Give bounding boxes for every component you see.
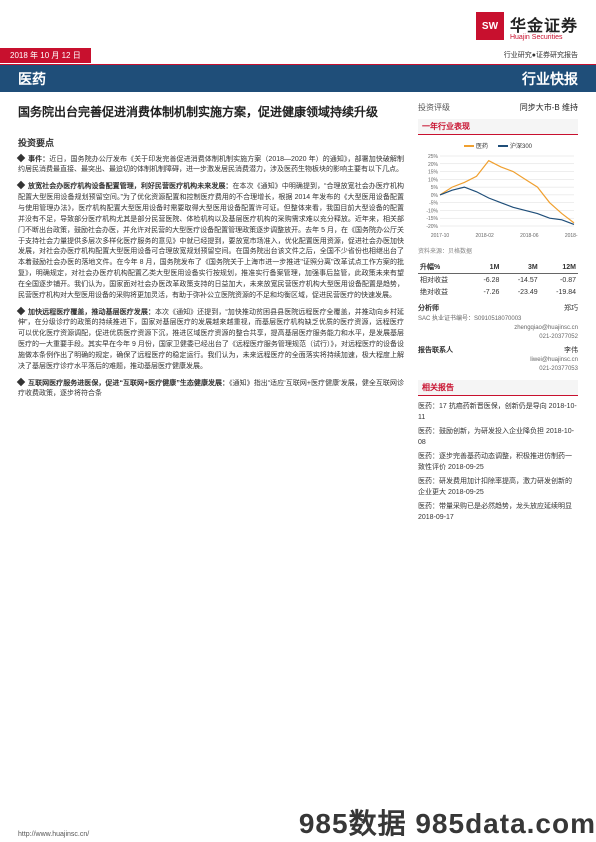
diamond-icon [17,181,25,189]
rating-label: 投资评级 [418,102,450,113]
svg-text:20%: 20% [428,162,439,168]
diamond-icon [17,306,25,314]
legend-swatch [464,145,474,147]
bullet-body: 在本次《通知》中明确提到，“合理放宽社会办医疗机构配置大型医用设备规划预留空间。… [18,183,404,298]
date-bar: 2018 年 10 月 12 日 行业研究●证券研究报告 [0,46,596,64]
related-item: 医药：17 抗癌药新晋医保，创新仍是导向 2018-10-11 [418,402,578,423]
bullet-item: 事件：近日，国务院办公厅发布《关于印发完善促进消费体制机制实施方案（2018—2… [18,155,404,177]
svg-text:2018-06: 2018-06 [520,233,539,239]
footer-url: http://www.huajinsc.cn/ [18,831,89,838]
table-cell: -19.84 [540,286,578,298]
svg-text:-15%: -15% [426,216,438,222]
svg-text:25%: 25% [428,154,439,160]
table-cell: 相对收益 [418,274,469,287]
related-item: 医药：研发费用加计扣除率提高，激力研发创新的企业更大 2018-09-25 [418,477,578,498]
logo-mark-icon: SW [476,12,504,40]
bullet-head: 事件： [28,156,49,163]
analyst-sac: SAC 执业证书编号：S0910518070003 [418,315,578,324]
report-type: 行业快报 [522,69,578,89]
table-header: 升幅% [418,261,469,274]
related-item: 医药：带量采购已是必然趋势，龙头放应延续明显 2018-09-17 [418,502,578,523]
contact-label: 报告联系人 [418,346,453,357]
svg-text:5%: 5% [431,185,439,191]
legend-item: 沪深300 [498,141,532,150]
table-cell: -23.49 [501,286,539,298]
svg-text:0%: 0% [431,193,439,199]
bullet-item: 互联网医疗服务进医保，促进“互联网+医疗健康”生态健康发展：《通知》指出“适应‘… [18,379,404,401]
bullet-head: 加快远程医疗覆盖，推动基层医疗发展： [28,309,155,316]
returns-table: 升幅%1M3M12M 相对收益-6.28-14.57-0.87绝对收益-7.26… [418,261,578,298]
legend-item: 医药 [464,141,488,150]
svg-text:-20%: -20% [426,224,438,230]
bullet-head: 放宽社会办医疗机构设备配置管理，利好民营医疗机构未来发展： [28,183,232,190]
contact-block: 报告联系人 李伟 liwei@huajinsc.cn 021-20377053 [418,346,578,375]
svg-text:-10%: -10% [426,208,438,214]
perf-section-title: 一年行业表现 [418,119,578,135]
bullet-list: 事件：近日，国务院办公厅发布《关于印发完善促进消费体制机制实施方案（2018—2… [18,155,404,401]
analyst-label: 分析师 [418,304,439,315]
doc-type-subtitle: 行业研究●证券研究报告 [504,50,578,60]
main-column: 国务院出台完善促进消费体制机制实施方案，促进健康领域持续升级 投资要点 事件：近… [18,102,404,527]
svg-text:2017-10: 2017-10 [431,233,450,239]
contact-name: 李伟 [564,346,578,357]
bullet-item: 加快远程医疗覆盖，推动基层医疗发展：本次《通知》还提到，“加快推动贫困县县医院远… [18,308,404,373]
logo-text-cn: 华金证券 [510,12,578,36]
watermark: 985数据 985data.com [299,802,596,842]
related-reports: 医药：17 抗癌药新晋医保，创新仍是导向 2018-10-11 医药：鼓励创新，为… [418,402,578,523]
bullet-item: 放宽社会办医疗机构设备配置管理，利好民营医疗机构未来发展：在本次《通知》中明确提… [18,182,404,301]
report-date: 2018 年 10 月 12 日 [0,48,91,63]
sidebar: 投资评级 同步大市-B 维持 一年行业表现 医药 沪深300 -20% -15% -1… [418,102,578,527]
table-header: 3M [501,261,539,274]
table-cell: 绝对收益 [418,286,469,298]
brand-logo: SW 华金证券 Huajin Securities [476,12,578,41]
section-heading: 投资要点 [18,136,404,149]
analyst-block: 分析师 郑巧 SAC 执业证书编号：S0910518070003 zhengqi… [418,304,578,342]
analyst-phone: 021-20377052 [418,333,578,342]
table-row: 绝对收益-7.26-23.49-19.84 [418,286,578,298]
table-cell: -7.26 [469,286,501,298]
legend-label: 医药 [476,141,488,150]
bullet-body: 本次《通知》还提到，“加快推动贫困县县医院远程医疗全覆盖，并推动向乡村延伸”，在… [18,309,404,370]
svg-text:15%: 15% [428,170,439,176]
legend-label: 沪深300 [510,141,532,150]
analyst-email: zhengqiao@huajinsc.cn [418,324,578,333]
table-header: 1M [469,261,501,274]
svg-text:2018-10: 2018-10 [565,233,578,239]
report-headline: 国务院出台完善促进消费体制机制实施方案，促进健康领域持续升级 [18,102,404,124]
svg-text:10%: 10% [428,177,439,183]
related-item: 医药：鼓励创新，为研发投入企业降负担 2018-10-08 [418,427,578,448]
diamond-icon [17,153,25,161]
table-row: 相对收益-6.28-14.57-0.87 [418,274,578,287]
related-item: 医药：逐步完善基药动态调整，积极推进仿制药一致性评价 2018-09-25 [418,452,578,473]
related-section-title: 相关报告 [418,380,578,396]
chart-legend: 医药 沪深300 [418,141,578,150]
table-header: 12M [540,261,578,274]
header: SW 华金证券 Huajin Securities [0,0,596,46]
table-cell: -14.57 [501,274,539,287]
analyst-name: 郑巧 [564,304,578,315]
svg-text:2018-02: 2018-02 [475,233,494,239]
table-cell: -0.87 [540,274,578,287]
title-bar: 医药 行业快报 [0,64,596,92]
rating-value: 同步大市-B 维持 [520,102,578,113]
legend-swatch [498,145,508,147]
diamond-icon [17,377,25,385]
sector-name: 医药 [18,69,46,89]
table-cell: -6.28 [469,274,501,287]
bullet-head: 互联网医疗服务进医保，促进“互联网+医疗健康”生态健康发展： [28,380,229,387]
chart-source: 资料来源：贝格数据 [418,246,578,255]
svg-text:-5%: -5% [429,201,438,207]
contact-phone: 021-20377053 [418,365,578,374]
bullet-body: 近日，国务院办公厅发布《关于印发完善促进消费体制机制实施方案（2018—2020… [18,156,404,174]
performance-chart: -20% -15% -10%-5% 0% 5% 10%15% 20% 25% 2017-10 20… [418,152,578,242]
contact-email: liwei@huajinsc.cn [418,356,578,365]
